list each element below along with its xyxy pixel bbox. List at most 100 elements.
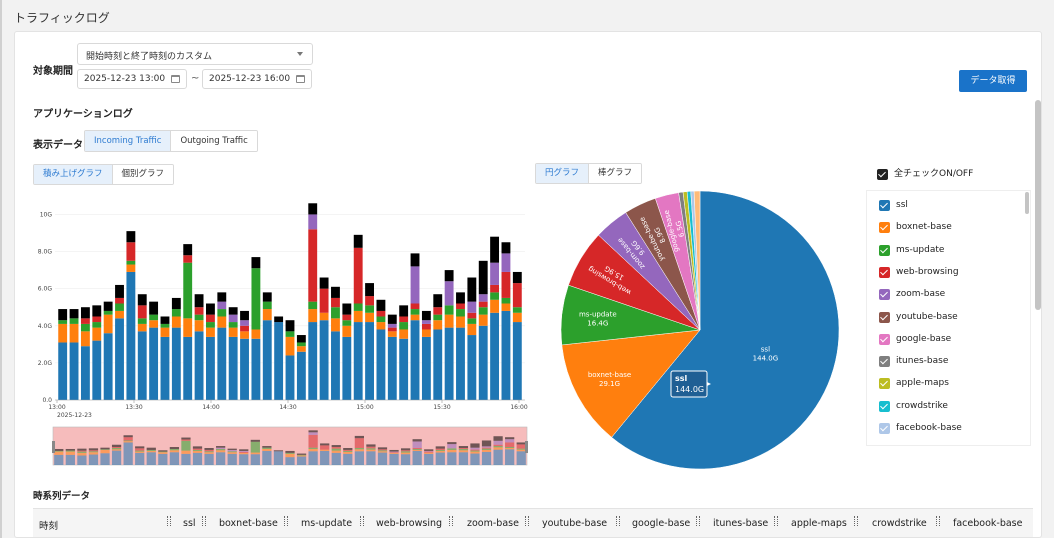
bar-segment-other[interactable] bbox=[137, 294, 147, 306]
bar-segment-boxnet-base[interactable] bbox=[342, 325, 352, 337]
bar-segment-web-browsing[interactable] bbox=[433, 307, 443, 315]
bar-segment-ssl[interactable] bbox=[331, 331, 340, 400]
bar-segment-ms-update[interactable] bbox=[149, 314, 159, 321]
bar-segment-ms-update[interactable] bbox=[58, 320, 68, 324]
column-header-6[interactable]: youtube-base bbox=[542, 518, 608, 529]
bar-segment-ms-update[interactable] bbox=[410, 309, 420, 315]
bar-segment-other[interactable] bbox=[274, 316, 284, 323]
bar-segment-boxnet-base[interactable] bbox=[308, 309, 318, 323]
bar-segment-other[interactable] bbox=[365, 283, 374, 297]
bar-segment-ms-update[interactable] bbox=[478, 307, 488, 315]
bar-segment-ms-update[interactable] bbox=[251, 268, 261, 330]
bar-segment-ssl[interactable] bbox=[228, 336, 238, 400]
legend-scrollbar[interactable] bbox=[1025, 192, 1029, 214]
bar-segment-ms-update[interactable] bbox=[183, 262, 193, 319]
column-resize-handle-icon[interactable] bbox=[167, 516, 171, 526]
bar-segment-ssl[interactable] bbox=[456, 327, 465, 400]
bar-segment-other[interactable] bbox=[478, 260, 488, 295]
bar-segment-other[interactable] bbox=[80, 307, 90, 319]
bar-segment-web-browsing[interactable] bbox=[319, 288, 329, 313]
bar-segment-ssl[interactable] bbox=[171, 327, 181, 400]
bar-segment-web-browsing[interactable] bbox=[115, 297, 124, 304]
bar-segment-other[interactable] bbox=[467, 277, 477, 302]
bar-segment-zoom-base[interactable] bbox=[501, 253, 511, 272]
bar-segment-boxnet-base[interactable] bbox=[137, 323, 147, 332]
bar-segment-zoom-base[interactable] bbox=[478, 294, 488, 302]
panel-scrollbar[interactable] bbox=[1035, 100, 1041, 310]
start-datetime-input[interactable]: 2025-12-23 13:00 bbox=[77, 69, 187, 89]
column-header-1[interactable]: ssl bbox=[183, 518, 196, 529]
bar-segment-other[interactable] bbox=[126, 231, 136, 243]
bar-segment-web-browsing[interactable] bbox=[387, 327, 397, 332]
bar-segment-ssl[interactable] bbox=[80, 346, 90, 400]
bar-segment-boxnet-base[interactable] bbox=[501, 303, 511, 311]
bar-segment-other[interactable] bbox=[410, 253, 420, 267]
bar-segment-ms-update[interactable] bbox=[399, 322, 409, 330]
bar-segment-ssl[interactable] bbox=[240, 338, 249, 400]
bar-segment-zoom-base[interactable] bbox=[467, 301, 477, 313]
bar-segment-ms-update[interactable] bbox=[501, 297, 511, 304]
bar-segment-ms-update[interactable] bbox=[376, 316, 386, 323]
individual-graph-button[interactable]: 個別グラフ bbox=[112, 165, 174, 184]
column-resize-handle-icon[interactable] bbox=[284, 516, 288, 526]
bar-segment-boxnet-base[interactable] bbox=[58, 323, 68, 343]
bar-segment-ms-update[interactable] bbox=[467, 318, 477, 324]
bar-segment-other[interactable] bbox=[456, 292, 465, 304]
bar-segment-ssl[interactable] bbox=[421, 336, 431, 400]
bar-segment-web-browsing[interactable] bbox=[353, 247, 363, 304]
bar-segment-web-browsing[interactable] bbox=[80, 318, 90, 324]
column-header-3[interactable]: ms-update bbox=[301, 518, 353, 529]
bar-segment-other[interactable] bbox=[387, 314, 397, 324]
column-resize-handle-icon[interactable] bbox=[525, 516, 529, 526]
bar-segment-boxnet-base[interactable] bbox=[376, 322, 386, 330]
checkbox-icon[interactable] bbox=[879, 333, 890, 345]
bar-segment-ssl[interactable] bbox=[149, 327, 159, 400]
bar-segment-ms-update[interactable] bbox=[365, 305, 374, 313]
bar-segment-ms-update[interactable] bbox=[115, 303, 124, 311]
tab-outgoing-traffic[interactable]: Outgoing Traffic bbox=[171, 131, 257, 151]
bar-segment-boxnet-base[interactable] bbox=[240, 331, 249, 339]
bar-segment-zoom-base[interactable] bbox=[410, 266, 420, 304]
range-navigator[interactable] bbox=[51, 425, 531, 470]
bar-segment-other[interactable] bbox=[149, 301, 159, 315]
bar-segment-boxnet-base[interactable] bbox=[421, 329, 431, 337]
bar-segment-boxnet-base[interactable] bbox=[80, 331, 90, 347]
checkbox-icon[interactable] bbox=[879, 311, 890, 323]
bar-segment-boxnet-base[interactable] bbox=[103, 314, 113, 334]
bar-segment-ms-update[interactable] bbox=[69, 318, 79, 324]
bar-segment-ms-update[interactable] bbox=[92, 322, 102, 328]
calendar-icon[interactable] bbox=[296, 75, 305, 83]
bar-segment-boxnet-base[interactable] bbox=[285, 336, 295, 356]
bar-segment-ms-update[interactable] bbox=[512, 307, 522, 313]
bar-segment-ssl[interactable] bbox=[444, 327, 454, 400]
bar-segment-web-browsing[interactable] bbox=[126, 242, 136, 261]
bar-segment-ssl[interactable] bbox=[92, 340, 102, 400]
bar-segment-ms-update[interactable] bbox=[285, 331, 295, 337]
bar-segment-boxnet-base[interactable] bbox=[365, 312, 374, 323]
bar-segment-ssl[interactable] bbox=[103, 333, 113, 400]
bar-segment-web-browsing[interactable] bbox=[410, 303, 420, 310]
bar-segment-ssl[interactable] bbox=[194, 331, 204, 400]
bar-segment-ms-update[interactable] bbox=[217, 309, 227, 317]
pie-slice-other[interactable] bbox=[693, 190, 701, 331]
bar-segment-other[interactable] bbox=[308, 203, 318, 215]
bar-segment-ms-update[interactable] bbox=[206, 322, 215, 328]
column-header-11[interactable]: facebook-base bbox=[953, 518, 1023, 529]
bar-segment-boxnet-base[interactable] bbox=[512, 312, 522, 323]
bar-segment-boxnet-base[interactable] bbox=[69, 323, 79, 343]
bar-segment-web-browsing[interactable] bbox=[331, 297, 340, 308]
bar-segment-other[interactable] bbox=[92, 305, 102, 317]
bar-segment-other[interactable] bbox=[171, 297, 181, 310]
bar-segment-other[interactable] bbox=[183, 244, 193, 256]
bar-segment-boxnet-base[interactable] bbox=[262, 309, 272, 321]
bar-segment-other[interactable] bbox=[319, 277, 329, 289]
column-resize-handle-icon[interactable] bbox=[360, 516, 364, 526]
bar-segment-zoom-base[interactable] bbox=[387, 323, 397, 328]
bar-segment-boxnet-base[interactable] bbox=[126, 264, 136, 272]
fetch-data-button[interactable]: データ取得 bbox=[959, 70, 1027, 92]
bar-segment-other[interactable] bbox=[376, 299, 386, 311]
bar-segment-ssl[interactable] bbox=[126, 271, 136, 400]
column-resize-handle-icon[interactable] bbox=[449, 516, 453, 526]
checkbox-icon[interactable] bbox=[879, 289, 890, 301]
bar-segment-ms-update[interactable] bbox=[160, 323, 170, 328]
